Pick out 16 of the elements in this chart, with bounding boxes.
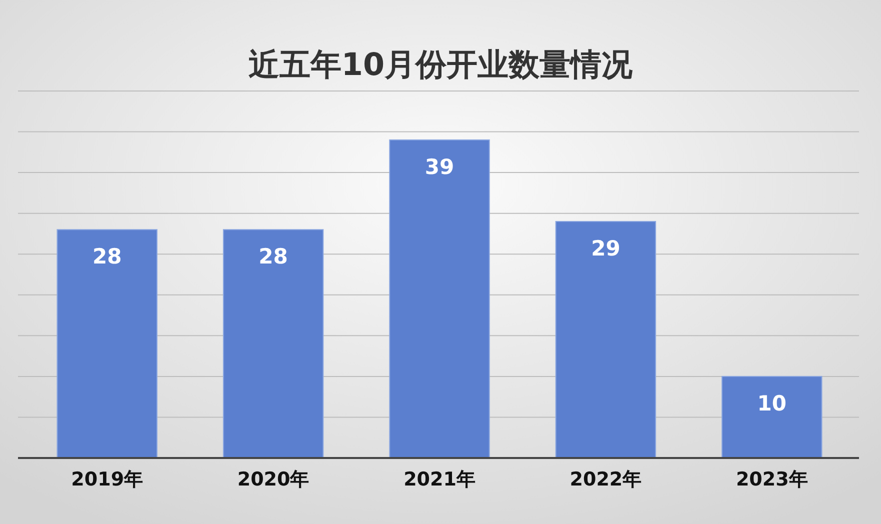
data-label: 10 xyxy=(757,391,787,416)
bar xyxy=(555,220,656,458)
x-tick-label: 2019年 xyxy=(71,468,144,490)
data-label: 39 xyxy=(424,154,454,179)
bar xyxy=(722,376,822,458)
chart-title: 近五年10月份开业数量情况 xyxy=(248,47,634,83)
x-tick-label: 2020年 xyxy=(237,468,310,490)
bar xyxy=(56,229,158,458)
bar xyxy=(222,229,324,458)
data-label: 28 xyxy=(258,244,288,269)
data-label: 29 xyxy=(591,236,620,260)
x-tick-label: 2021年 xyxy=(404,468,476,490)
bar xyxy=(389,139,490,458)
x-tick-label: 2023年 xyxy=(736,468,808,490)
data-label: 28 xyxy=(92,244,122,269)
x-tick-label: 2022年 xyxy=(570,468,642,490)
